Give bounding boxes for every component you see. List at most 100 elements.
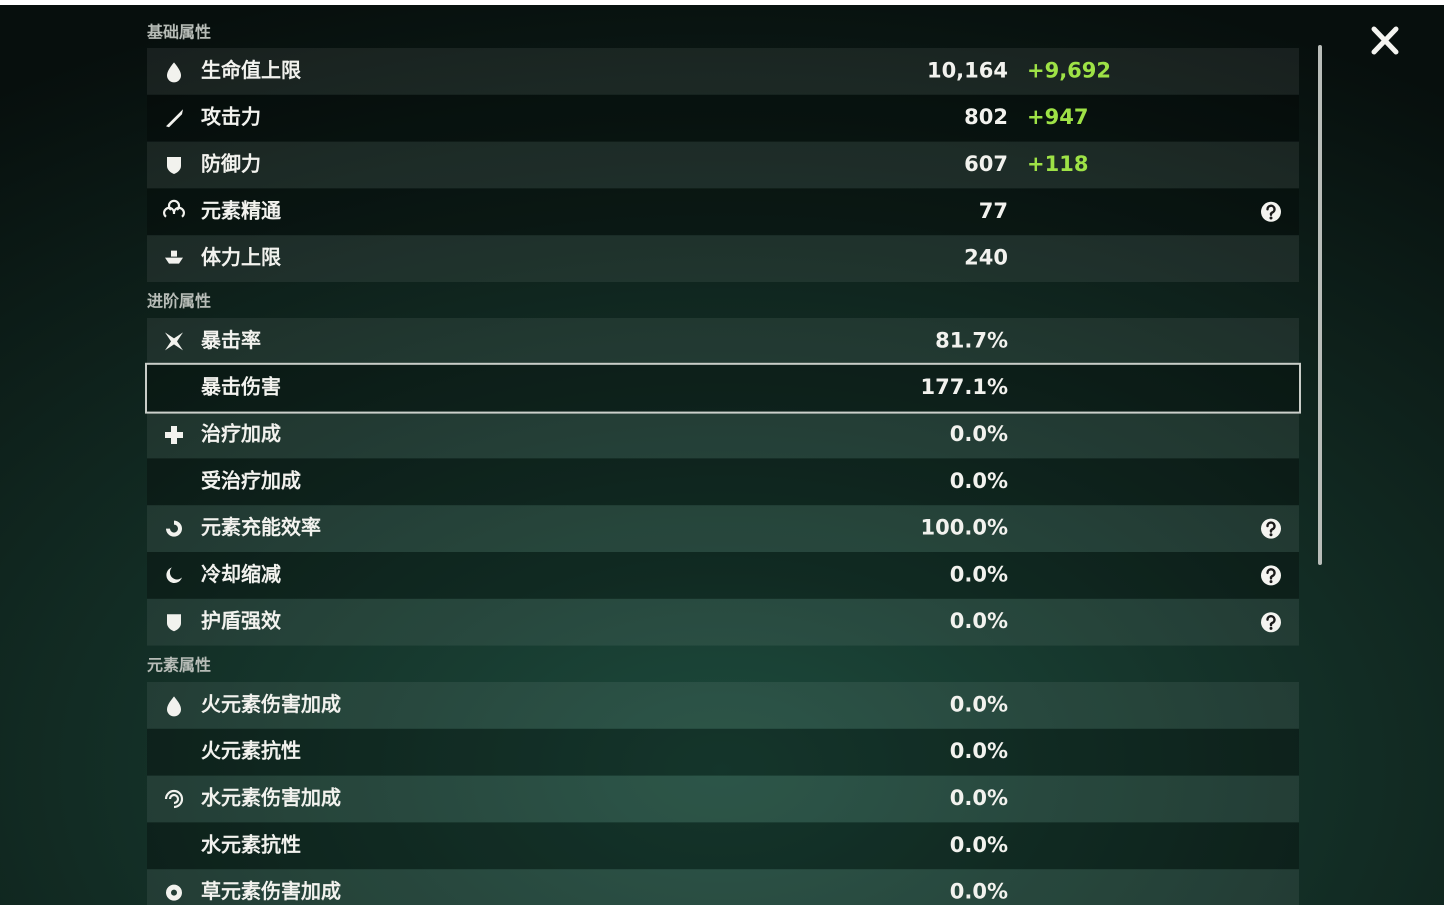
stat-icon — [165, 426, 183, 444]
row-background — [147, 235, 1299, 282]
row-background — [147, 552, 1299, 599]
stat-value: 0.0% — [950, 609, 1008, 633]
stat-bonus: +118 — [1027, 152, 1088, 176]
stat-value: 0.0% — [950, 833, 1008, 857]
stat-value: 81.7% — [935, 328, 1008, 352]
row-background — [147, 869, 1299, 905]
row-background — [147, 505, 1299, 552]
stat-row[interactable]: 防御力 607 +118 — [147, 141, 1299, 189]
stat-label: 受治疗加成 — [201, 468, 301, 492]
stat-row[interactable]: 火元素抗性 0.0% — [147, 728, 1299, 776]
row-background — [147, 94, 1299, 142]
help-circle — [1261, 565, 1281, 586]
help-dot — [1269, 216, 1273, 220]
help-button[interactable] — [1261, 565, 1281, 586]
stat-icon — [163, 199, 185, 218]
row-background — [147, 598, 1299, 646]
stat-row[interactable]: 元素精通 77 — [147, 188, 1299, 236]
help-glyph — [1266, 204, 1276, 217]
stat-label: 暴击率 — [201, 328, 261, 352]
stat-label: 体力上限 — [201, 245, 281, 269]
stat-icon — [166, 567, 182, 584]
stat-icon — [166, 109, 183, 128]
stat-row[interactable]: 受治疗加成 0.0% — [147, 458, 1299, 506]
row-background — [147, 682, 1299, 729]
top-edge — [0, 0, 1444, 5]
stat-value: 0.0% — [950, 692, 1008, 716]
stat-value: 0.0% — [950, 562, 1008, 586]
stat-row[interactable]: 草元素伤害加成 0.0% — [147, 869, 1299, 905]
stat-icon — [167, 157, 181, 174]
help-glyph — [1266, 568, 1276, 580]
stat-row[interactable]: 攻击力 802 +947 — [147, 94, 1299, 142]
stat-value: 0.0% — [950, 739, 1008, 763]
stat-label: 暴击伤害 — [201, 375, 281, 399]
help-circle — [1261, 612, 1281, 633]
stat-row[interactable]: 体力上限 240 — [147, 235, 1299, 282]
row-background — [147, 141, 1299, 189]
stat-label: 草元素伤害加成 — [201, 879, 341, 903]
stat-label: 护盾强效 — [201, 609, 281, 633]
stat-value: 607 — [964, 152, 1008, 176]
stat-row[interactable]: 护盾强效 0.0% — [147, 598, 1299, 646]
row-background — [147, 411, 1299, 459]
stat-label: 防御力 — [201, 152, 261, 176]
stat-value: 177.1% — [921, 375, 1008, 399]
stat-icon — [164, 789, 184, 809]
stat-label: 火元素抗性 — [201, 739, 301, 763]
help-circle — [1261, 201, 1281, 222]
stat-row[interactable]: 冷却缩减 0.0% — [147, 552, 1299, 599]
stat-row[interactable]: 生命值上限 10,164 +9,692 — [147, 48, 1299, 95]
stat-value: 0.0% — [950, 422, 1008, 446]
stat-icon — [165, 250, 183, 264]
stat-value: 0.0% — [950, 786, 1008, 810]
row-background — [147, 364, 1299, 412]
help-dot — [1269, 580, 1273, 584]
help-circle — [1261, 518, 1281, 539]
help-dot — [1269, 533, 1273, 537]
close-button[interactable] — [1371, 26, 1399, 55]
stat-label: 水元素伤害加成 — [201, 786, 341, 810]
stat-bonus: +9,692 — [1027, 58, 1111, 82]
scrollbar — [1318, 45, 1322, 565]
row-background — [147, 458, 1299, 506]
stat-row[interactable]: 暴击率 81.7% — [147, 318, 1299, 365]
stat-label: 治疗加成 — [201, 422, 281, 446]
stat-label: 水元素抗性 — [201, 832, 301, 856]
row-background — [147, 188, 1299, 236]
stat-row[interactable]: 水元素伤害加成 0.0% — [147, 775, 1299, 823]
help-button[interactable] — [1261, 201, 1281, 222]
section-title: 进阶属性 — [147, 292, 211, 311]
stat-value: 0.0% — [950, 880, 1008, 904]
stat-value: 77 — [979, 199, 1008, 223]
stat-row[interactable]: 暴击伤害 177.1% — [145, 362, 1301, 414]
selection-frame — [145, 362, 1301, 414]
row-background — [147, 775, 1299, 823]
row-background — [147, 728, 1299, 776]
stat-value: 10,164 — [927, 58, 1008, 82]
stat-row[interactable]: 水元素抗性 0.0% — [147, 822, 1299, 870]
stat-icon — [167, 62, 181, 83]
stat-icon — [166, 884, 182, 901]
help-glyph — [1266, 615, 1276, 627]
section-title: 元素属性 — [147, 656, 211, 675]
stat-value: 100.0% — [921, 516, 1008, 540]
stat-label: 元素精通 — [201, 198, 281, 222]
stat-row[interactable]: 元素充能效率 100.0% — [147, 505, 1299, 552]
row-background — [147, 822, 1299, 870]
stat-row[interactable]: 火元素伤害加成 0.0% — [147, 682, 1299, 729]
stat-label: 元素充能效率 — [201, 515, 321, 539]
help-dot — [1269, 626, 1273, 630]
stat-row[interactable]: 治疗加成 0.0% — [147, 411, 1299, 459]
stat-icon — [167, 614, 181, 632]
stat-value: 240 — [964, 246, 1008, 270]
row-background — [147, 318, 1299, 365]
help-button[interactable] — [1261, 518, 1281, 539]
stat-label: 攻击力 — [201, 105, 261, 129]
help-button[interactable] — [1261, 612, 1281, 633]
stat-icon — [166, 520, 182, 537]
stat-bonus: +947 — [1027, 105, 1088, 129]
